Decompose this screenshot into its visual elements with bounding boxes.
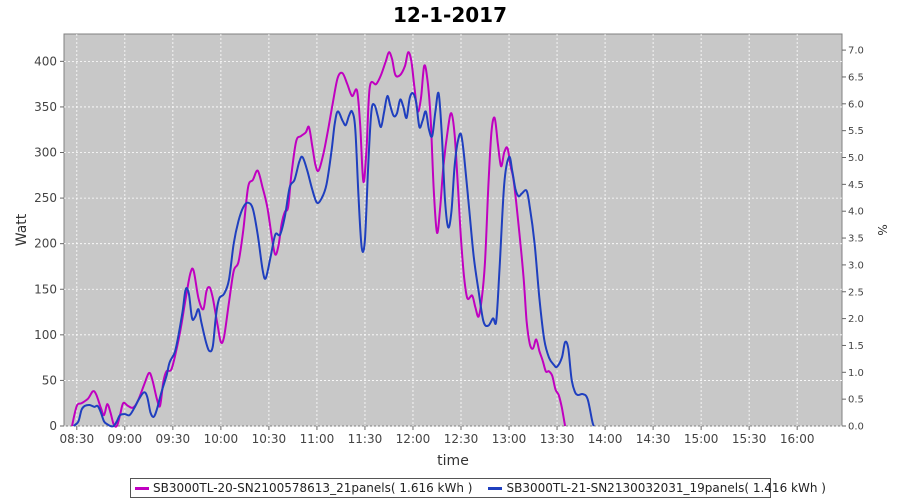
y-axis-label: Watt <box>14 213 30 246</box>
x-tick-label: 11:00 <box>300 432 335 446</box>
y-tick-label: 300 <box>34 146 57 160</box>
x-tick-label: 12:30 <box>444 432 479 446</box>
series-line-2 <box>72 91 595 428</box>
y-tick-label: 100 <box>34 328 57 342</box>
x-tick-label: 12:00 <box>396 432 431 446</box>
y2-tick-label: 3.5 <box>848 234 864 245</box>
y2-tick-label: 0.5 <box>848 395 864 406</box>
x-tick-label: 08:30 <box>60 432 95 446</box>
y2-tick-label: 6.0 <box>848 99 864 110</box>
legend-item-series-2: SB3000TL-21-SN2130032031_19panels( 1.416… <box>488 481 826 495</box>
y2-tick-label: 4.5 <box>848 180 864 191</box>
y2-tick-label: 2.0 <box>848 314 864 325</box>
x-tick-label: 09:30 <box>156 432 191 446</box>
y2-axis-label: % <box>875 224 889 235</box>
legend-swatch-series-2 <box>488 486 503 490</box>
x-tick-label: 14:30 <box>636 432 671 446</box>
y2-tick-label: 7.0 <box>848 46 864 57</box>
y2-tick-label: 0.0 <box>848 422 864 433</box>
y2-tick-label: 3.0 <box>848 260 864 271</box>
x-tick-label: 13:30 <box>540 432 575 446</box>
legend: SB3000TL-20-SN2100578613_21panels( 1.616… <box>130 478 826 498</box>
legend-swatch-series-1 <box>135 486 149 490</box>
chart-title: 12-1-2017 <box>393 3 507 27</box>
plot-area <box>63 33 843 427</box>
y-tick-label: 350 <box>34 100 57 114</box>
x-axis-label: time <box>437 453 469 469</box>
legend-label-series-1: SB3000TL-20-SN2100578613_21panels( 1.616… <box>153 481 473 495</box>
x-tick-label: 10:30 <box>252 432 287 446</box>
y-tick-label: 0 <box>49 419 57 433</box>
y-tick-label: 250 <box>34 191 57 205</box>
x-tick-label: 16:00 <box>780 432 815 446</box>
y-tick-label: 400 <box>34 54 57 68</box>
y2-tick-label: 5.0 <box>848 153 864 164</box>
y2-tick-label: 6.5 <box>848 72 864 83</box>
y2-tick-label: 5.5 <box>848 126 864 137</box>
x-tick-label: 13:00 <box>492 432 527 446</box>
x-tick-label: 10:00 <box>204 432 239 446</box>
legend-item-series-1: SB3000TL-20-SN2100578613_21panels( 1.616… <box>135 481 472 495</box>
y2-tick-label: 4.0 <box>848 207 864 218</box>
y-tick-label: 50 <box>42 373 57 387</box>
y2-tick-label: 1.0 <box>848 368 864 379</box>
series-line-1 <box>71 51 567 428</box>
y2-tick-label: 2.5 <box>848 287 864 298</box>
x-tick-label: 14:00 <box>588 432 623 446</box>
legend-label-series-2: SB3000TL-21-SN2130032031_19panels( 1.416… <box>506 481 826 495</box>
x-tick-label: 11:30 <box>348 432 383 446</box>
y2-tick-label: 1.5 <box>848 341 864 352</box>
x-tick-label: 09:00 <box>108 432 143 446</box>
x-tick-label: 15:30 <box>732 432 767 446</box>
y-tick-label: 150 <box>34 282 57 296</box>
x-tick-label: 15:00 <box>684 432 719 446</box>
y-tick-label: 200 <box>34 237 57 251</box>
